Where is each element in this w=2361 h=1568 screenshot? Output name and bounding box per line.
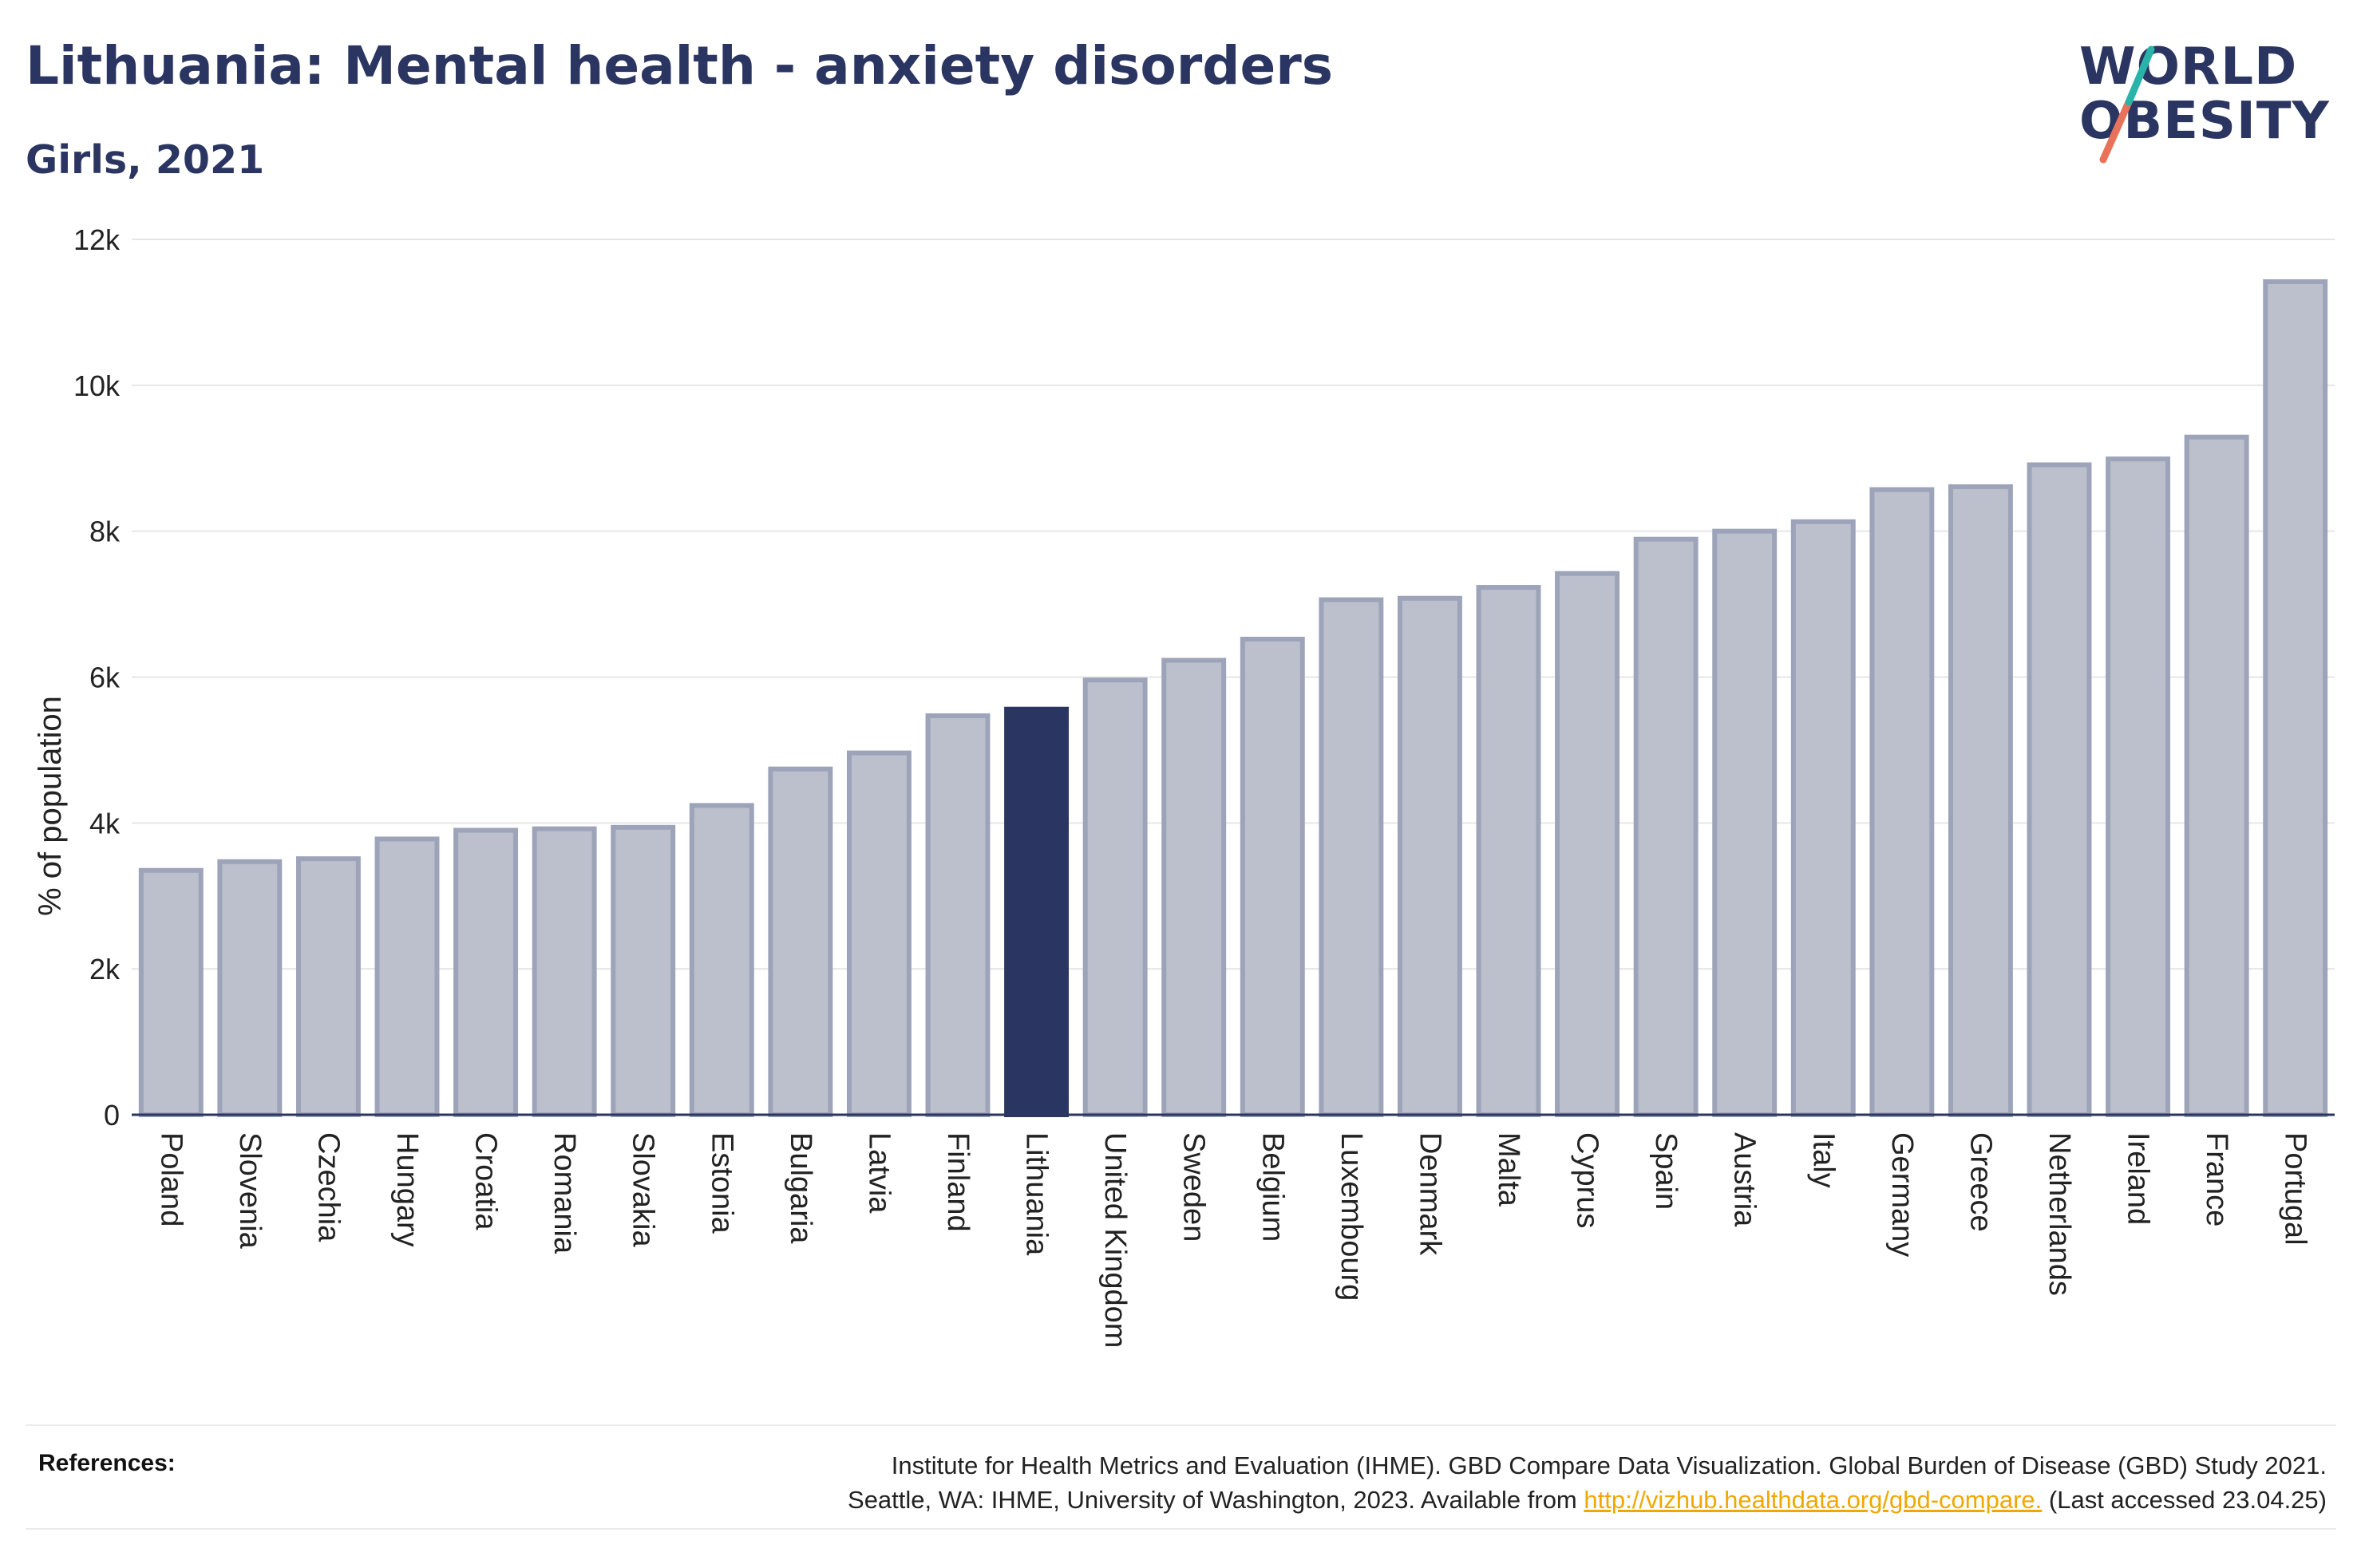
- world-obesity-logo: WORLD OBESITY: [2079, 32, 2351, 168]
- y-tick-label: 10k: [73, 369, 121, 402]
- bar-portugal[interactable]: [2263, 279, 2328, 1118]
- bar-romania[interactable]: [532, 826, 597, 1117]
- page-subtitle: Girls, 2021: [26, 137, 265, 183]
- x-tick-label: Netherlands: [2043, 1132, 2076, 1296]
- x-tick-label: United Kingdom: [1098, 1132, 1132, 1348]
- x-tick-label: Luxembourg: [1335, 1132, 1368, 1301]
- references-line-1: Institute for Health Metrics and Evaluat…: [891, 1451, 2327, 1479]
- x-tick-label: Cyprus: [1571, 1132, 1604, 1228]
- bar-france[interactable]: [2184, 434, 2249, 1117]
- x-tick-label: Poland: [154, 1132, 188, 1226]
- page-title: Lithuania: Mental health - anxiety disor…: [26, 35, 1334, 97]
- y-tick-label: 8k: [89, 515, 121, 548]
- bar-lithuania[interactable]: [1004, 706, 1070, 1117]
- x-tick-label: Czechia: [311, 1132, 345, 1242]
- x-tick-label: Belgium: [1256, 1132, 1289, 1242]
- bar-finland[interactable]: [925, 713, 991, 1117]
- chart-bars: [138, 279, 2328, 1118]
- bar-spain[interactable]: [1633, 536, 1699, 1117]
- bar-czechia[interactable]: [295, 856, 361, 1117]
- bar-malta[interactable]: [1476, 585, 1541, 1117]
- x-tick-label: Slovakia: [627, 1132, 660, 1247]
- x-tick-label: Estonia: [705, 1132, 738, 1234]
- y-axis-label: % of population: [33, 696, 68, 916]
- bar-belgium[interactable]: [1240, 636, 1305, 1117]
- bar-luxembourg[interactable]: [1319, 597, 1384, 1117]
- logo-text-world: WORLD: [2079, 38, 2298, 97]
- references-section: References: Institute for Health Metrics…: [26, 1424, 2336, 1530]
- references-line-2-prefix: Seattle, WA: IHME, University of Washing…: [848, 1486, 1577, 1514]
- bar-sweden[interactable]: [1161, 658, 1227, 1117]
- x-tick-label: Germany: [1885, 1132, 1919, 1257]
- logo-slash-icon: [2099, 45, 2155, 164]
- x-tick-label: Italy: [1806, 1132, 1840, 1188]
- bar-italy[interactable]: [1790, 519, 1856, 1117]
- references-text: Institute for Health Metrics and Evaluat…: [848, 1448, 2327, 1517]
- x-tick-label: Hungary: [390, 1132, 424, 1247]
- references-line-2: Seattle, WA: IHME, University of Washing…: [848, 1483, 2327, 1517]
- x-tick-label: Romania: [548, 1132, 581, 1254]
- y-tick-label: 2k: [89, 953, 121, 985]
- x-tick-label: Latvia: [862, 1132, 896, 1214]
- x-tick-label: France: [2200, 1132, 2233, 1226]
- references-label: References:: [38, 1450, 176, 1476]
- y-tick-label: 4k: [89, 807, 121, 839]
- x-tick-label: Ireland: [2122, 1132, 2155, 1225]
- bar-slovenia[interactable]: [217, 859, 283, 1117]
- bar-ireland[interactable]: [2106, 456, 2171, 1117]
- references-line-2-suffix: (Last accessed 23.04.25): [2048, 1486, 2327, 1514]
- x-tick-label: Finland: [941, 1132, 975, 1232]
- x-tick-label: Spain: [1649, 1132, 1683, 1210]
- y-tick-label: 12k: [73, 223, 121, 256]
- bar-poland[interactable]: [138, 867, 204, 1117]
- bar-cyprus[interactable]: [1555, 571, 1620, 1117]
- bar-bulgaria[interactable]: [768, 766, 833, 1117]
- x-tick-label: Denmark: [1413, 1132, 1446, 1256]
- bar-croatia[interactable]: [453, 827, 519, 1117]
- bar-germany[interactable]: [1869, 487, 1935, 1117]
- y-tick-label: 0: [104, 1099, 120, 1132]
- bar-estonia[interactable]: [689, 803, 754, 1117]
- chart-axes: 0 2k 4k 6k 8k 10k 12k Poland Slovenia Czechia Hung…: [73, 223, 2335, 1348]
- bar-latvia[interactable]: [846, 750, 912, 1117]
- x-tick-label: Slovenia: [233, 1132, 267, 1250]
- bar-chart: 0 2k 4k 6k 8k 10k 12k Poland Slovenia Czechia Hung…: [33, 223, 2335, 1348]
- bar-denmark[interactable]: [1397, 595, 1462, 1117]
- x-tick-label: Sweden: [1177, 1132, 1211, 1242]
- bar-hungary[interactable]: [374, 836, 440, 1117]
- x-tick-label: Bulgaria: [784, 1132, 817, 1244]
- x-tick-label: Croatia: [469, 1132, 503, 1230]
- references-link[interactable]: http://vizhub.healthdata.org/gbd-compare…: [1584, 1486, 2043, 1514]
- x-tick-label: Greece: [1964, 1132, 1997, 1232]
- bar-austria[interactable]: [1712, 528, 1778, 1117]
- y-tick-label: 6k: [89, 662, 121, 694]
- x-tick-label: Malta: [1492, 1132, 1525, 1207]
- bar-netherlands[interactable]: [2027, 462, 2092, 1117]
- bar-greece[interactable]: [1948, 484, 2013, 1117]
- x-tick-label: Portugal: [2279, 1132, 2312, 1246]
- bar-slovakia[interactable]: [611, 824, 676, 1118]
- x-tick-label: Lithuania: [1020, 1132, 1054, 1256]
- bar-united-kingdom[interactable]: [1082, 677, 1148, 1117]
- x-tick-label: Austria: [1728, 1132, 1762, 1227]
